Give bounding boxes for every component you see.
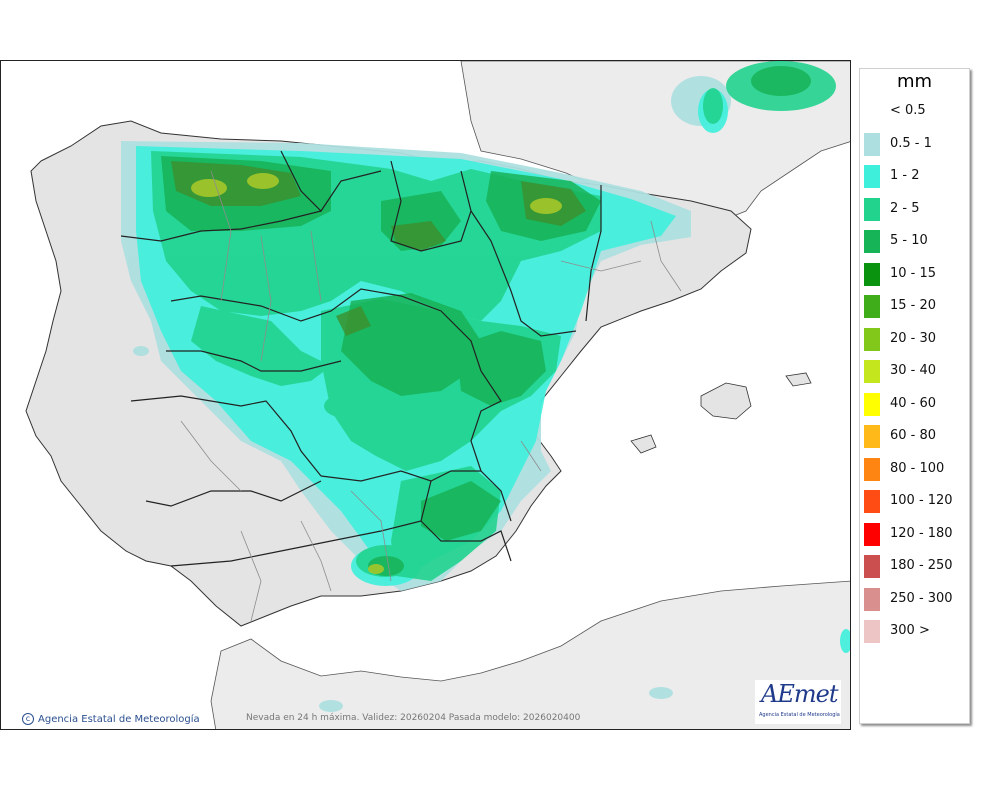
legend-item: 180 - 250 [864,554,968,580]
legend-item: 80 - 100 [864,457,968,483]
legend-swatch [864,132,880,156]
legend-label: 30 - 40 [890,363,937,378]
legend-item: 100 - 120 [864,489,968,515]
menorca [785,372,812,387]
legend-swatch [864,587,880,611]
legend-swatch [864,327,880,351]
legend-swatch [864,555,880,578]
map-caption: Nevada en 24 h máxima. Validez: 20260204… [246,713,581,723]
legend-swatch [864,360,880,383]
agency-credit: c Agencia Estatal de Meteorología [22,713,200,725]
legend-label: 300 > [890,623,930,638]
legend-label: 60 - 80 [890,428,937,443]
legend-label: 10 - 15 [890,265,937,281]
legend-swatch [864,197,880,221]
legend-label: 15 - 20 [890,298,937,313]
legend-item: 300 > [864,619,968,645]
ibiza [630,434,657,454]
legend-swatch [864,100,880,123]
snowfall-map [0,60,851,730]
legend-swatch [864,425,880,448]
legend-label: 20 - 30 [890,330,937,346]
legend-swatch [864,392,880,416]
legend-label: 180 - 250 [890,558,953,573]
map-canvas [1,61,850,729]
legend-swatch [864,230,880,253]
agency-credit-text: Agencia Estatal de Meteorología [38,714,200,725]
legend-unit: mm [896,71,933,92]
legend-swatch [864,457,880,481]
copyright-icon: c [22,713,34,725]
legend-item: 5 - 10 [864,229,968,255]
legend-swatch [864,165,880,188]
legend-label: 5 - 10 [890,233,928,248]
legend-item: 10 - 15 [864,262,968,288]
province-boundaries [180,170,682,622]
legend-swatch [864,490,880,513]
legend-label: 1 - 2 [890,168,920,183]
legend-item: 2 - 5 [864,197,968,223]
legend-item: 1 - 2 [864,164,968,190]
mallorca [700,382,752,420]
africa-landmass [210,580,850,729]
aemet-logo: AEmet Agencia Estatal de Meteorología [755,680,841,724]
legend-swatch [864,262,880,286]
legend-item: 60 - 80 [864,424,968,450]
legend-item: 0.5 - 1 [864,132,968,158]
legend-item: 15 - 20 [864,294,968,320]
legend-item: 20 - 30 [864,327,968,353]
legend-label: 120 - 180 [890,525,953,541]
region-boundaries [120,150,602,567]
legend-swatch [864,295,880,318]
legend-label: 100 - 120 [890,493,953,508]
legend-item: 120 - 180 [864,522,968,548]
precipitation-legend: mm < 0.5 0.5 - 1 1 - 2 2 - 5 5 - 10 10 - 15 15… [859,68,970,724]
legend-label: 0.5 - 1 [890,135,932,151]
legend-swatch [864,620,880,643]
legend-item: 250 - 300 [864,587,968,613]
legend-item: 30 - 40 [864,359,968,385]
legend-item: 40 - 60 [864,392,968,418]
legend-item: < 0.5 [864,99,968,125]
legend-swatch [864,522,880,546]
legend-label: 2 - 5 [890,200,920,216]
legend-label: < 0.5 [890,103,926,118]
legend-label: 40 - 60 [890,395,937,411]
legend-label: 80 - 100 [890,460,945,476]
snow-10-15 [171,161,586,336]
legend-label: 250 - 300 [890,590,953,606]
logo-wordmark: AEmet [761,680,838,708]
logo-subtitle: Agencia Estatal de Meteorología [759,712,840,718]
